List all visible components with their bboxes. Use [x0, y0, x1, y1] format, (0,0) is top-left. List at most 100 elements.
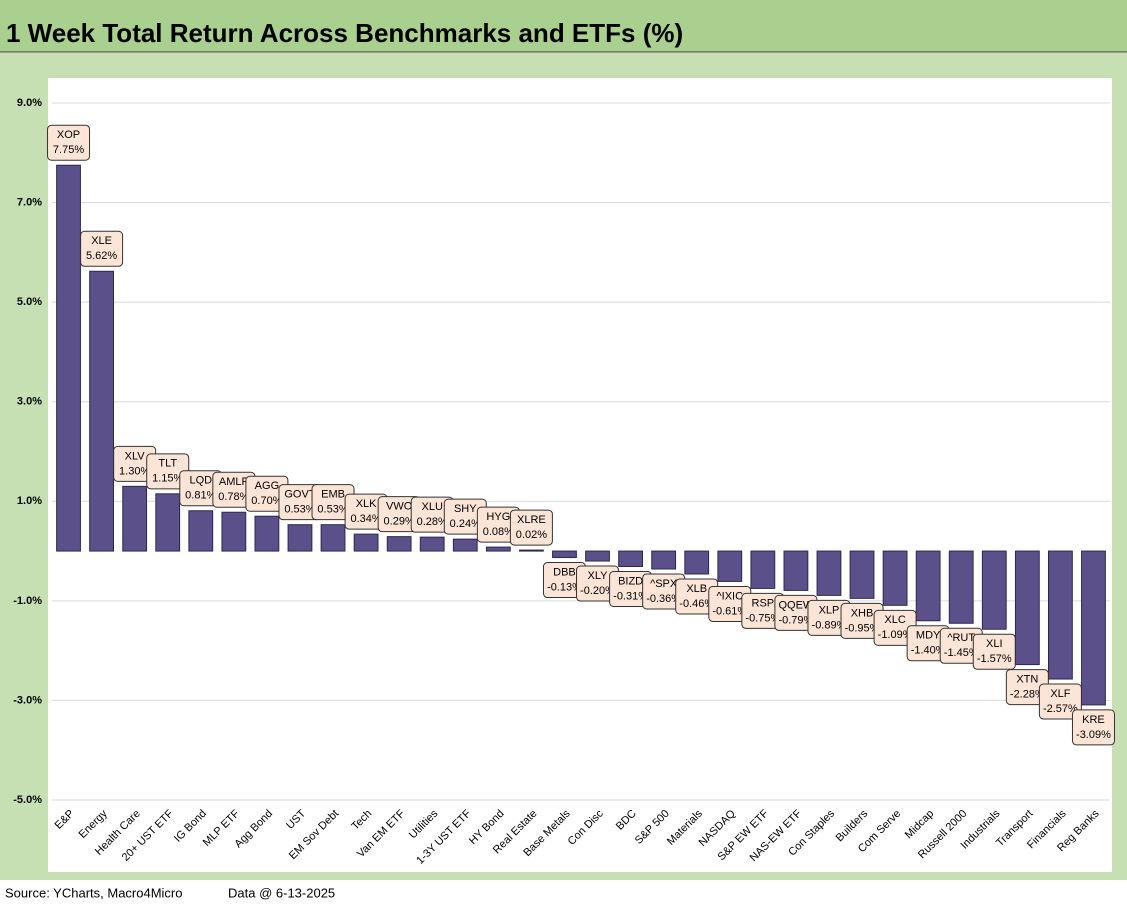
data-label: -2.57%: [1043, 703, 1078, 715]
data-label-ticker: XOP: [57, 129, 80, 141]
y-tick-label: -1.0%: [13, 595, 42, 607]
data-label-ticker: XLV: [125, 450, 146, 462]
bar: [221, 511, 247, 552]
data-label: 0.34%: [350, 513, 381, 525]
label-box: [972, 633, 1016, 670]
bar: [188, 510, 214, 552]
data-label: 0.08%: [483, 526, 514, 538]
data-label-ticker: ^IXIC: [717, 590, 744, 602]
bar: [717, 550, 743, 582]
bar: [320, 524, 346, 552]
data-label-ticker: KRE: [1082, 714, 1105, 726]
y-tick-label: -3.0%: [13, 694, 42, 706]
y-tick-label: 5.0%: [17, 296, 42, 308]
data-label: -1.45%: [944, 647, 979, 659]
bar: [618, 550, 643, 568]
y-tick-label: 1.0%: [17, 495, 42, 507]
data-label-ticker: AMLP: [219, 476, 249, 488]
bar: [1014, 550, 1040, 666]
bar: [750, 550, 776, 589]
y-tick-label: -5.0%: [13, 794, 42, 806]
data-label: -0.20%: [580, 585, 615, 597]
data-label-ticker: LQD: [189, 475, 212, 487]
data-label: 1.15%: [152, 473, 183, 485]
bar: [155, 493, 181, 552]
label-box: [1038, 683, 1082, 720]
data-label: 0.02%: [516, 529, 547, 541]
bar: [915, 550, 941, 622]
data-label-ticker: GOVT: [284, 489, 315, 501]
data-label-ticker: MDY: [916, 630, 941, 642]
data-label-ticker: ^SPX: [650, 578, 678, 590]
y-tick-label: 3.0%: [17, 396, 42, 408]
bar: [948, 550, 974, 624]
bar: [651, 550, 677, 570]
data-label-ticker: TLT: [158, 458, 177, 470]
data-label-ticker: ^RUT: [947, 632, 975, 644]
data-note: Data @ 6-13-2025: [228, 885, 335, 900]
data-label: -3.09%: [1076, 729, 1111, 741]
data-label-ticker: XLB: [686, 583, 707, 595]
data-label-ticker: SHY: [454, 503, 477, 515]
bar: [485, 546, 511, 552]
data-label-ticker: HYG: [486, 511, 510, 523]
data-label: 7.75%: [53, 144, 84, 156]
data-label: 0.29%: [384, 516, 415, 528]
data-label-ticker: AGG: [255, 480, 279, 492]
data-label: -0.61%: [712, 605, 747, 617]
bar: [287, 524, 313, 552]
bar: [816, 550, 842, 596]
bar: [882, 550, 908, 606]
data-label-ticker: VWO: [386, 501, 413, 513]
bar: [89, 270, 114, 552]
data-label-ticker: BIZD: [618, 575, 643, 587]
data-label: 5.62%: [86, 250, 117, 262]
data-label-ticker: XLE: [91, 235, 112, 247]
data-label: -0.46%: [679, 598, 714, 610]
data-label: -0.95%: [845, 622, 880, 634]
data-label-ticker: XLU: [422, 501, 443, 513]
data-label: 0.78%: [218, 491, 249, 503]
data-label: 0.81%: [185, 490, 216, 502]
bar: [1081, 550, 1106, 706]
data-label-ticker: XLI: [986, 638, 1003, 650]
data-label-ticker: XLP: [819, 604, 840, 616]
data-label-ticker: DBB: [553, 566, 576, 578]
label-box: [1071, 709, 1115, 746]
source-note: Source: YCharts, Macro4Micro: [5, 885, 183, 900]
bar: [353, 533, 379, 552]
bar: [585, 550, 610, 562]
data-label: 0.53%: [284, 504, 315, 516]
data-label: -0.79%: [778, 614, 813, 626]
data-label: 0.70%: [251, 495, 282, 507]
data-label: 1.30%: [119, 465, 150, 477]
bar: [849, 550, 875, 599]
bar: [519, 549, 544, 552]
data-label-ticker: XTN: [1016, 673, 1038, 685]
y-tick-label: 9.0%: [17, 97, 42, 109]
data-label: -2.28%: [1010, 688, 1045, 700]
data-label: -0.75%: [745, 612, 780, 624]
bar: [783, 550, 809, 591]
data-label: -1.40%: [911, 645, 946, 657]
data-label: 0.24%: [450, 518, 481, 530]
data-label: -0.31%: [613, 590, 648, 602]
data-label: 0.28%: [417, 516, 448, 528]
data-label-ticker: XLF: [1050, 688, 1070, 700]
data-label: 0.53%: [317, 504, 348, 516]
bar: [1048, 550, 1073, 680]
bar: [122, 485, 148, 552]
data-label-ticker: XHB: [851, 607, 874, 619]
data-label: -0.89%: [812, 619, 847, 631]
data-label-ticker: XLK: [356, 498, 377, 510]
bar: [981, 550, 1007, 630]
label-box: [47, 124, 91, 161]
bar: [684, 550, 710, 575]
bar: [386, 536, 412, 552]
y-tick-label: 7.0%: [17, 196, 42, 208]
data-label-ticker: XLC: [884, 614, 905, 626]
data-label: -0.13%: [547, 581, 582, 593]
label-box: [80, 230, 124, 267]
label-box: [509, 509, 553, 546]
